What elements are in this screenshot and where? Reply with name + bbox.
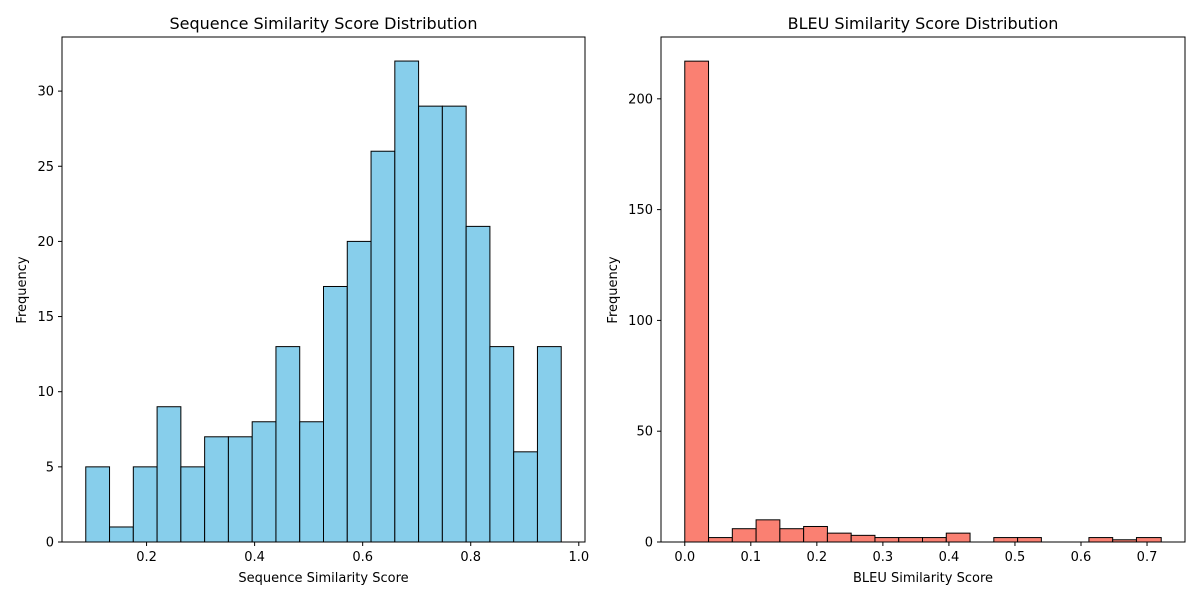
x-tick-label: 0.8 (460, 550, 481, 565)
histogram-bar (1017, 537, 1042, 543)
y-tick-label: 150 (628, 203, 653, 218)
chart-title: Sequence Similarity Score Distribution (170, 14, 478, 33)
histogram-bar (755, 519, 781, 543)
x-tick-label: 0.0 (674, 550, 695, 565)
histogram-bar (898, 537, 923, 543)
x-tick-label: 0.2 (136, 550, 157, 565)
histogram-bar (346, 240, 372, 543)
histogram-bar (1135, 537, 1162, 543)
histogram-bar (731, 528, 757, 543)
subplot-bleu-similarity: BLEU Similarity Score Distribution BLEU … (606, 14, 1186, 586)
histogram-bar (132, 466, 158, 543)
histogram-bar (779, 528, 805, 543)
x-tick-label: 0.6 (1071, 550, 1092, 565)
y-tick-label: 5 (46, 460, 54, 475)
x-tick-label: 0.6 (352, 550, 373, 565)
histogram-bar (850, 534, 876, 543)
histogram-bar (922, 537, 947, 543)
histogram-bar (227, 436, 253, 543)
histogram-bar (394, 60, 420, 543)
histogram-bar (513, 451, 538, 543)
x-tick-label: 0.7 (1137, 550, 1158, 565)
histogram-bar (204, 436, 229, 543)
axes-frame (660, 36, 1186, 543)
histogram-bar (180, 466, 206, 543)
y-tick-label: 20 (37, 235, 54, 250)
y-tick-label: 15 (37, 310, 54, 325)
y-tick-label: 0 (645, 536, 653, 551)
histogram-bar (536, 346, 562, 543)
histogram-bar (993, 537, 1019, 543)
y-tick-label: 0 (46, 536, 54, 551)
histogram-bar (418, 105, 443, 543)
histogram-bar (489, 346, 515, 543)
histogram-bar (251, 421, 277, 543)
y-tick-label: 30 (37, 85, 54, 100)
histogram-bar (275, 346, 301, 543)
y-axis-label: Frequency (606, 256, 621, 323)
y-tick-label: 50 (636, 425, 653, 440)
x-axis-label: BLEU Similarity Score (853, 571, 993, 586)
histogram-bar (826, 532, 852, 543)
histogram-bar (85, 466, 111, 543)
x-tick-label: 0.2 (807, 550, 828, 565)
bars (684, 60, 1162, 543)
subplot-sequence-similarity: Sequence Similarity Score Distribution S… (15, 14, 589, 586)
bars (85, 60, 562, 543)
x-tick-label: 0.4 (244, 550, 265, 565)
y-tick-label: 10 (37, 385, 54, 400)
histogram-bar (465, 225, 491, 543)
histogram-bar (945, 532, 971, 543)
histogram-bar (323, 285, 348, 543)
x-tick-label: 0.1 (740, 550, 761, 565)
y-tick-label: 200 (628, 92, 653, 107)
x-tick-label: 0.5 (1005, 550, 1026, 565)
x-tick-label: 0.4 (939, 550, 960, 565)
x-tick-label: 0.3 (873, 550, 894, 565)
y-tick-label: 100 (628, 314, 653, 329)
histogram-bar (370, 150, 396, 543)
x-tick-label: 1.0 (568, 550, 589, 565)
histogram-bar (441, 105, 467, 543)
y-axis-label: Frequency (15, 256, 30, 323)
histogram-bar (684, 60, 710, 543)
histogram-bar (708, 537, 733, 543)
chart-title: BLEU Similarity Score Distribution (788, 14, 1059, 33)
histogram-bar (156, 406, 182, 543)
histogram-bar (874, 537, 900, 543)
histogram-bar (109, 526, 134, 543)
histogram-bar (803, 525, 828, 543)
histogram-bar (299, 421, 325, 543)
histogram-bar (1088, 537, 1114, 543)
x-axis-label: Sequence Similarity Score (238, 571, 408, 586)
y-tick-label: 25 (37, 160, 54, 175)
axes-frame (61, 36, 586, 543)
